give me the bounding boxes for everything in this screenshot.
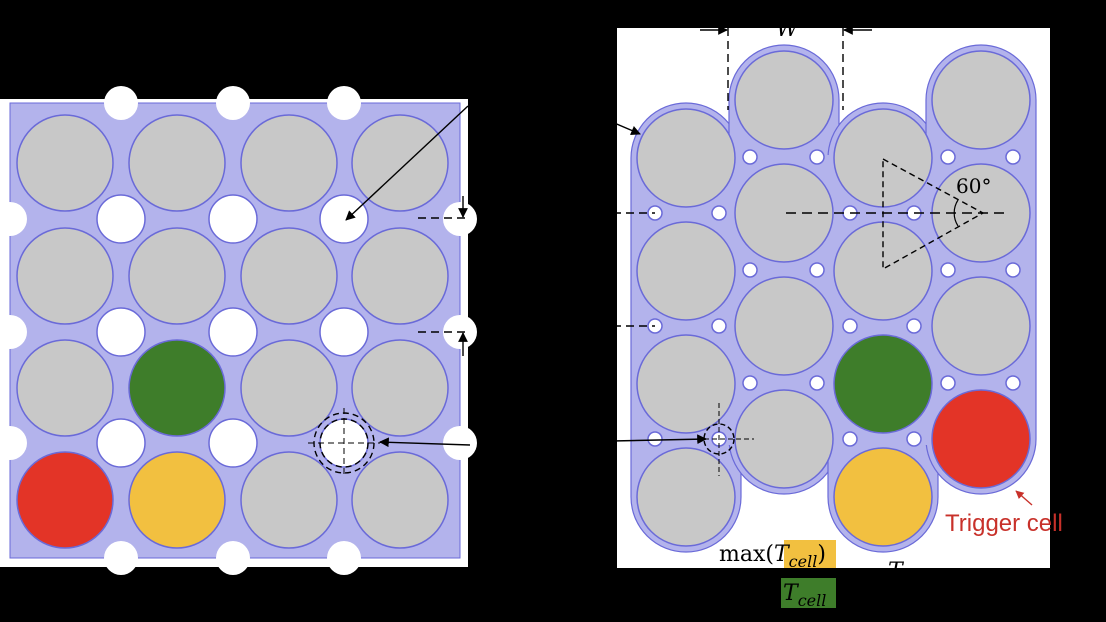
cell <box>636 447 736 547</box>
t-subscript: cell <box>789 552 818 571</box>
cell <box>734 389 834 489</box>
cooling-hole <box>711 205 727 221</box>
cell <box>240 339 338 437</box>
cell <box>16 227 114 325</box>
cooling-hole <box>208 418 258 468</box>
edge-notch <box>0 315 27 349</box>
cooling-hole <box>1005 375 1021 391</box>
cell <box>931 276 1031 376</box>
cooling-hole <box>842 431 858 447</box>
trigger-cell <box>931 389 1031 489</box>
cell <box>351 339 449 437</box>
radius-leader-line <box>345 105 469 221</box>
cooling-hole <box>809 262 825 278</box>
cooling-hole <box>1005 262 1021 278</box>
svg-text:max(Tcell): max(Tcell) <box>719 542 826 571</box>
edge-notch <box>443 426 477 460</box>
edge-notch <box>0 426 27 460</box>
cooling-hole <box>711 318 727 334</box>
width-symbol: W <box>776 17 801 42</box>
green-t-label: Tcell <box>781 578 836 610</box>
cell <box>240 114 338 212</box>
cooling-hole <box>742 149 758 165</box>
angle-arc <box>953 199 959 227</box>
cooling-hole <box>208 194 258 244</box>
sixty-degree-triangle <box>882 157 985 271</box>
edge-notch <box>216 86 250 120</box>
cell <box>16 339 114 437</box>
right-annotations <box>600 25 1033 506</box>
cooling-hole <box>96 418 146 468</box>
partial-t-label: T <box>888 559 905 584</box>
edge-notch <box>104 86 138 120</box>
cell <box>128 227 226 325</box>
trigger-pointer <box>1015 490 1033 506</box>
cooling-hole <box>940 375 956 391</box>
cell <box>16 114 114 212</box>
cell <box>128 114 226 212</box>
edge-notch <box>327 86 361 120</box>
cooling-hole <box>809 149 825 165</box>
angle-label: 60° <box>956 174 991 198</box>
edge-notch <box>104 541 138 575</box>
cell <box>351 227 449 325</box>
cell <box>734 50 834 150</box>
cell <box>931 50 1031 150</box>
cooling-hole <box>647 431 663 447</box>
cooling-hole <box>742 262 758 278</box>
cooling-hole <box>1005 149 1021 165</box>
cooling-hole <box>208 307 258 357</box>
cells-hex-pack <box>636 50 1031 547</box>
green-cell <box>833 334 933 434</box>
hex-hole-leader <box>611 434 707 445</box>
cooling-hole <box>319 307 369 357</box>
svg-text:Tcell: Tcell <box>783 581 826 610</box>
yellow-highlight <box>784 540 836 568</box>
trigger-cell-label: Trigger cell <box>945 510 1063 537</box>
cooling-hole <box>96 194 146 244</box>
max-prefix: max( <box>719 542 774 567</box>
hex-hole-highlight <box>703 423 735 455</box>
cooling-hole <box>742 375 758 391</box>
left-annotations <box>308 105 471 478</box>
hole-leader-arrow <box>379 437 471 448</box>
edge-notch <box>443 202 477 236</box>
cooling-hole <box>809 375 825 391</box>
cell <box>240 227 338 325</box>
cooling-hole <box>842 318 858 334</box>
max-suffix: ) <box>817 542 826 567</box>
cell <box>734 276 834 376</box>
cooling-hole <box>940 262 956 278</box>
cell <box>636 108 736 208</box>
pack-edge-arrow <box>611 121 641 136</box>
yellow-cell <box>128 451 226 549</box>
t-symbol: T <box>774 542 791 567</box>
cell <box>636 221 736 321</box>
cell <box>734 163 834 263</box>
green-t-symbol: T <box>783 581 800 606</box>
cooling-hole <box>319 194 369 244</box>
green-t-subscript: cell <box>798 591 827 610</box>
edge-notch <box>327 541 361 575</box>
cells-square-grid <box>16 114 449 549</box>
cell <box>351 114 449 212</box>
trigger-cell <box>16 451 114 549</box>
cell <box>240 451 338 549</box>
cooling-holes-square <box>0 86 477 575</box>
edge-notch <box>216 541 250 575</box>
cooling-hole <box>906 318 922 334</box>
green-cell <box>128 339 226 437</box>
max-temperature-label: max(Tcell) <box>719 540 836 571</box>
cooling-hole <box>96 307 146 357</box>
cooling-hole <box>940 149 956 165</box>
cell <box>351 451 449 549</box>
edge-notch <box>0 202 27 236</box>
cooling-hole <box>906 431 922 447</box>
cell <box>636 334 736 434</box>
yellow-cell <box>833 447 933 547</box>
